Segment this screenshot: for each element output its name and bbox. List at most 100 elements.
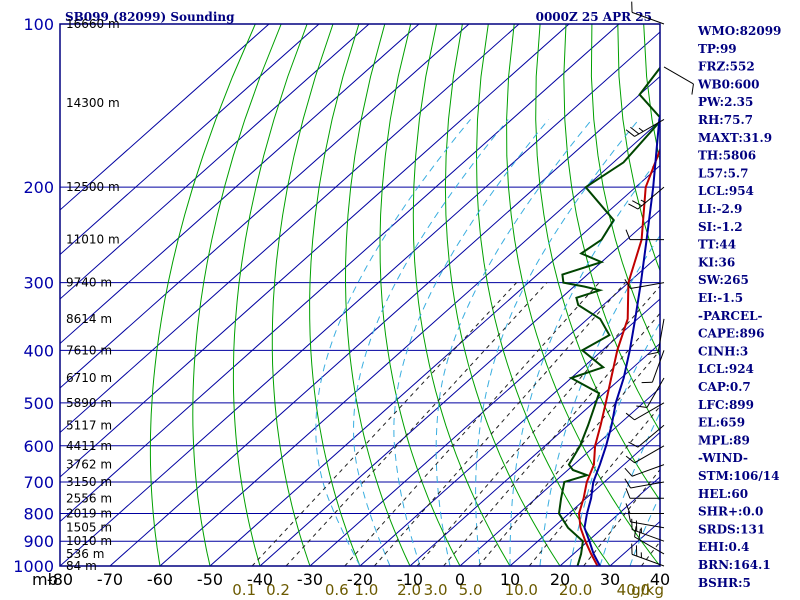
moist-adiabat — [629, 494, 660, 566]
temperature-tick-label: 30 — [600, 570, 620, 589]
wind-barb — [628, 186, 665, 210]
height-label: 3762 m — [66, 458, 112, 472]
height-label: 12500 m — [66, 180, 120, 194]
pressure-tick-label: 100 — [23, 15, 54, 34]
height-label: 16660 m — [66, 17, 120, 31]
mixing-ratio-label: 2.0 — [397, 581, 421, 599]
height-label: 2019 m — [66, 506, 112, 520]
wind-barb — [631, 518, 665, 542]
index-value: EL:659 — [698, 416, 745, 430]
moist-adiabat — [352, 119, 509, 566]
dry-adiabat — [617, 24, 660, 273]
wind-barb — [625, 445, 665, 464]
pressure-tick-label: 700 — [23, 473, 54, 492]
temperature-tick-label: -20 — [347, 570, 373, 589]
mixing-ratio-label: 10.0 — [505, 581, 538, 599]
index-value: SRDS:131 — [698, 522, 765, 536]
mixing-ratio-label: 0.2 — [266, 581, 290, 599]
temperature-tick-label: 0 — [455, 570, 465, 589]
dry-adiabat — [535, 24, 660, 502]
index-value: WB0:600 — [697, 77, 759, 91]
moist-adiabat — [435, 119, 593, 566]
index-value: HEL:60 — [698, 487, 748, 501]
mixing-ratio-line — [416, 285, 660, 566]
mixing-ratio-line — [443, 312, 660, 566]
index-value: FRZ:552 — [698, 60, 755, 74]
mixing-ratio-line — [373, 282, 626, 566]
height-label: 7610 m — [66, 343, 112, 357]
pressure-tick-label: 1000 — [13, 557, 54, 576]
index-value: -WIND- — [698, 451, 748, 465]
index-value: TT:44 — [698, 238, 736, 252]
mixing-ratio-label: 5.0 — [459, 581, 483, 599]
wind-barb — [636, 377, 665, 408]
isotherm — [60, 24, 270, 211]
temperature-tick-label: 10 — [500, 570, 520, 589]
height-label: 84 m — [66, 559, 97, 573]
moist-adiabat — [569, 321, 660, 566]
wind-barb — [625, 119, 665, 137]
isotherm — [259, 209, 660, 566]
moist-adiabat — [475, 119, 640, 566]
wind-barb — [663, 66, 694, 95]
dry-adiabat — [309, 24, 361, 566]
wind-barb — [628, 424, 665, 448]
height-label: 6710 m — [66, 371, 112, 385]
moist-adiabat — [509, 156, 660, 566]
index-value: TP:99 — [698, 42, 737, 56]
height-label: 9740 m — [66, 276, 112, 290]
mixing-ratio-label: 40.0 — [617, 581, 650, 599]
index-value: LI:-2.9 — [698, 202, 742, 216]
pressure-tick-label: 900 — [23, 532, 54, 551]
wind-barb — [634, 526, 665, 555]
index-value: TH:5806 — [698, 149, 756, 163]
mixing-ratio-label: 1.0 — [354, 581, 378, 599]
index-value: LFC:899 — [698, 398, 754, 412]
wind-barb — [625, 402, 665, 421]
pressure-tick-label: 500 — [23, 394, 54, 413]
isotherm — [409, 342, 660, 566]
index-value: KI:36 — [698, 255, 735, 269]
isotherm — [159, 120, 660, 566]
isotherm — [60, 24, 520, 434]
isotherm — [359, 298, 660, 566]
index-value: MAXT:31.9 — [698, 131, 772, 145]
mixing-ratio-line — [478, 349, 660, 566]
index-value: RH:75.7 — [698, 113, 753, 127]
index-value: LCL:924 — [698, 362, 754, 376]
dry-adiabat — [149, 24, 256, 566]
isotherm — [60, 24, 470, 389]
moist-adiabat — [315, 119, 471, 566]
isotherm — [60, 24, 570, 478]
index-value: BSHR:5 — [698, 576, 751, 590]
mixing-ratio-label: 0.6 — [325, 581, 349, 599]
index-value: -PARCEL- — [698, 309, 763, 323]
index-value: WMO:82099 — [697, 24, 781, 38]
dry-adiabat — [271, 24, 334, 566]
wind-barb — [625, 503, 664, 514]
wind-barb — [631, 543, 665, 567]
wind-barb — [641, 350, 665, 384]
mixing-ratio-line — [251, 282, 517, 566]
wind-barb — [624, 478, 665, 489]
temperature-tick-label: 20 — [550, 570, 570, 589]
index-value: PW:2.35 — [698, 95, 753, 109]
dry-adiabat — [506, 24, 660, 566]
moist-adiabat — [539, 234, 660, 566]
isotherm — [60, 31, 660, 566]
wind-barb — [624, 279, 665, 289]
index-value: SW:265 — [698, 273, 749, 287]
temperature-tick-label: -40 — [247, 570, 273, 589]
temperature-tick-label: -10 — [397, 570, 423, 589]
wind-barb — [627, 511, 665, 529]
wind-barb — [624, 464, 665, 477]
moist-adiabat — [393, 119, 549, 566]
wind-barb — [625, 488, 664, 499]
plot-frame — [59, 23, 661, 567]
pressure-tick-label: 300 — [23, 274, 54, 293]
isotherm — [209, 164, 660, 566]
temperature-tick-label: -50 — [197, 570, 223, 589]
index-value: EHI:0.4 — [698, 540, 749, 554]
height-label: 536 m — [66, 547, 104, 561]
